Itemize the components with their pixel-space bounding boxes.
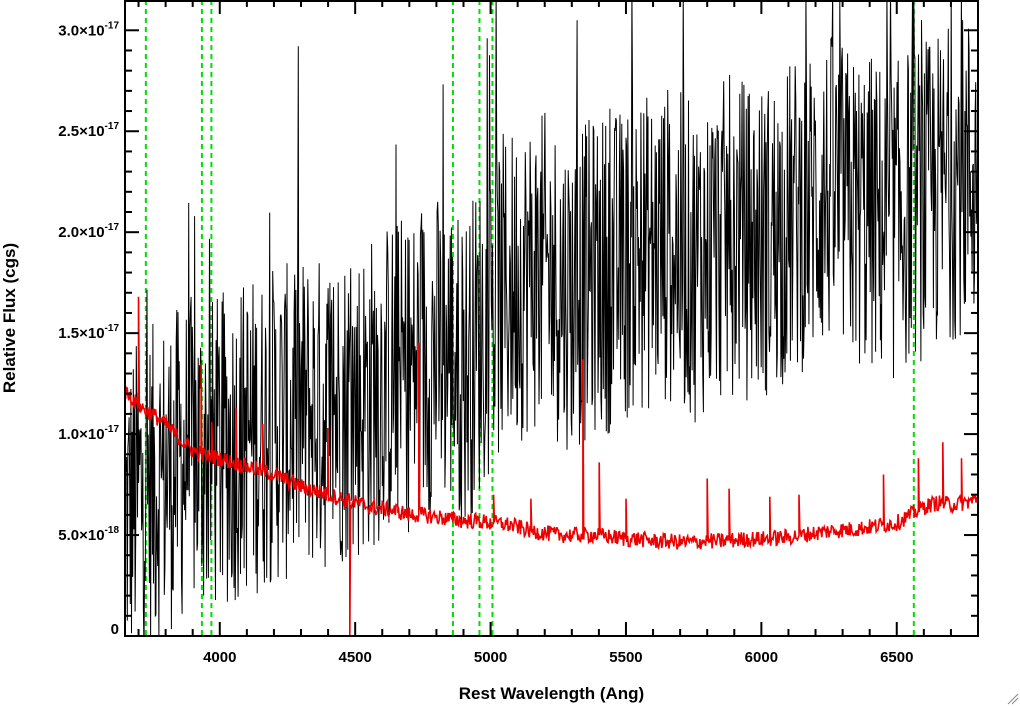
y-tick-label: 0 [111,621,119,638]
x-tick-label: 4500 [338,649,371,666]
x-tick-label: 5500 [609,649,642,666]
x-tick-label: 6000 [745,649,778,666]
y-tick-label: 2.0×10-17 [58,222,119,241]
reference-lines [144,0,915,636]
x-axis-title: Rest Wavelength (Ang) [459,684,644,703]
x-tick-label: 6500 [880,649,913,666]
y-tick-label: 5.0×10-18 [58,525,119,544]
tick-labels: 4000 4500 5000 5500 6000 6500 0 5.0×10-18 1.0×10… [58,20,913,666]
plot-frame [124,0,979,637]
x-tick-label: 4000 [203,649,236,666]
x-tick-label: 5000 [474,649,507,666]
y-tick-label: 1.5×10-17 [58,323,119,342]
model-spectrum-line [125,296,978,636]
resize-grip-icon [1007,693,1019,705]
y-tick-label: 3.0×10-17 [58,20,119,39]
y-tick-label: 1.0×10-17 [58,424,119,443]
y-tick-label: 2.5×10-17 [58,121,119,140]
series-layer [125,0,978,636]
y-axis-title: Relative Flux (cgs) [0,243,19,393]
observed-spectrum-line [125,0,978,636]
